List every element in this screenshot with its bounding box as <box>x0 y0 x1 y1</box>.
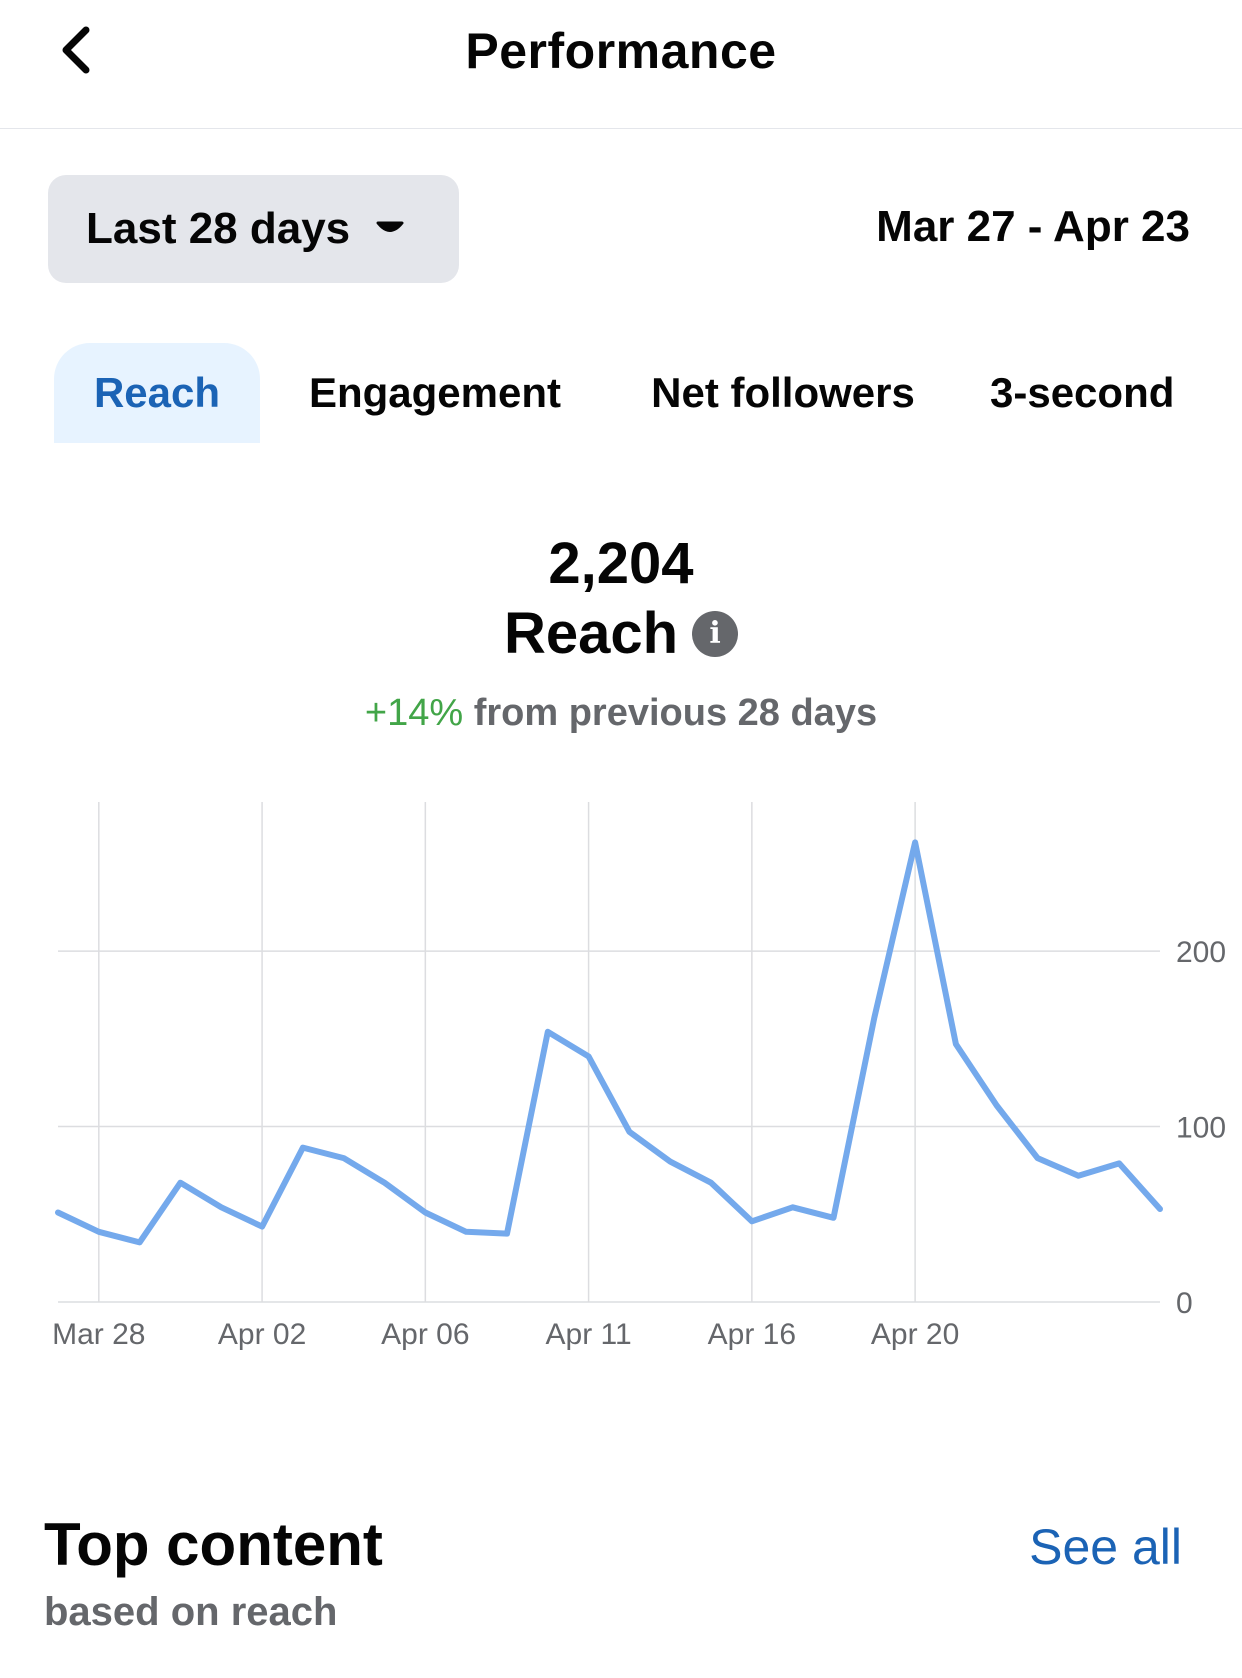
data-point <box>504 1231 510 1237</box>
reach-line-chart: Mar 28 Apr 02 Apr 06 Apr 11 Apr 16 Apr 20 0 100… <box>52 802 1226 1351</box>
data-point <box>749 1218 755 1224</box>
data-point <box>953 1041 959 1047</box>
y-tick-label: 200 <box>1176 936 1226 969</box>
data-point <box>871 1015 877 1021</box>
data-point <box>137 1239 143 1245</box>
change-percent: +14% <box>364 692 464 734</box>
data-point <box>422 1210 428 1216</box>
data-point <box>1116 1160 1122 1166</box>
data-point <box>667 1159 673 1165</box>
data-point <box>382 1180 388 1186</box>
tab-engagement[interactable]: Engagement <box>308 369 562 416</box>
change-text: from previous 28 days <box>473 692 878 734</box>
chevron-left-icon <box>62 26 90 74</box>
tab-reach[interactable]: Reach <box>54 343 260 443</box>
x-tick-label: Apr 20 <box>871 1318 959 1351</box>
reach-series-line <box>55 839 1163 1246</box>
reach-total: 2,204 <box>548 531 694 596</box>
info-icon[interactable]: i <box>692 610 739 657</box>
data-point <box>463 1229 469 1235</box>
data-point <box>994 1103 1000 1109</box>
caret-down-icon <box>376 221 404 232</box>
section-subtitle: based on reach <box>44 1590 338 1634</box>
data-point <box>708 1180 714 1186</box>
date-range-dropdown[interactable]: Last 28 days <box>48 175 459 283</box>
y-tick-label: 0 <box>1176 1287 1193 1320</box>
metric-label-row: Reach i <box>0 600 1242 667</box>
data-point <box>341 1155 347 1161</box>
tab-3-second[interactable]: 3-second <box>990 369 1175 416</box>
data-point <box>177 1180 183 1186</box>
data-point <box>218 1204 224 1210</box>
data-point <box>1157 1206 1163 1212</box>
x-tick-label: Apr 02 <box>218 1318 306 1351</box>
top-bar: Performance <box>0 0 1242 129</box>
data-point <box>1035 1155 1041 1161</box>
data-point <box>626 1129 632 1135</box>
metric-tabs: Reach Engagement Net followers 3-second <box>0 343 1242 443</box>
data-point <box>300 1145 306 1151</box>
data-point <box>830 1215 836 1221</box>
date-range-dropdown-label: Last 28 days <box>86 204 351 253</box>
back-button[interactable] <box>48 22 104 78</box>
data-point <box>912 839 918 845</box>
change-summary: +14% from previous 28 days <box>0 692 1242 735</box>
data-point <box>259 1224 265 1230</box>
date-range-text: Mar 27 - Apr 23 <box>876 202 1190 251</box>
section-title: Top content <box>44 1511 383 1578</box>
data-point <box>96 1229 102 1235</box>
x-tick-label: Apr 11 <box>546 1318 632 1351</box>
tab-net-followers[interactable]: Net followers <box>651 369 915 416</box>
metric-label: Reach <box>503 601 679 666</box>
x-tick-label: Mar 28 <box>52 1318 145 1351</box>
y-tick-label: 100 <box>1176 1112 1226 1145</box>
data-point <box>1075 1173 1081 1179</box>
x-tick-label: Apr 16 <box>708 1318 796 1351</box>
data-point <box>545 1029 551 1035</box>
data-point <box>790 1204 796 1210</box>
x-tick-label: Apr 06 <box>381 1318 469 1351</box>
page-title: Performance <box>465 23 777 79</box>
data-point <box>55 1210 61 1216</box>
see-all-link[interactable]: See all <box>1029 1519 1182 1575</box>
data-point <box>586 1053 592 1059</box>
